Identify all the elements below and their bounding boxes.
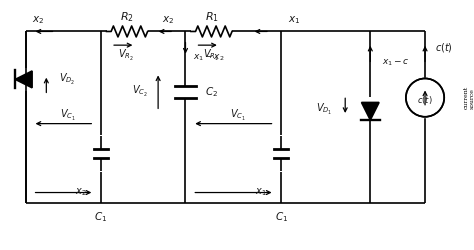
Text: $R_1$: $R_1$ — [204, 10, 219, 24]
Text: $C_1$: $C_1$ — [275, 210, 288, 224]
Text: $c(t)$: $c(t)$ — [435, 41, 453, 54]
Text: $c(t)$: $c(t)$ — [417, 94, 433, 106]
Text: $x_1 - x_2$: $x_1 - x_2$ — [193, 53, 225, 63]
Text: $x_2$: $x_2$ — [162, 14, 174, 26]
Text: current
source: current source — [464, 86, 474, 109]
Text: $R_2$: $R_2$ — [120, 10, 134, 24]
Text: $x_1$: $x_1$ — [288, 14, 301, 26]
Text: $V_{C_1}$: $V_{C_1}$ — [60, 108, 76, 124]
Polygon shape — [15, 71, 32, 88]
Text: $x_2$: $x_2$ — [32, 14, 45, 26]
Text: $x_2$: $x_2$ — [75, 187, 86, 198]
Text: $C_1$: $C_1$ — [94, 210, 108, 224]
Text: $C_2$: $C_2$ — [205, 85, 219, 99]
Text: $x_1 - c$: $x_1 - c$ — [382, 57, 409, 68]
Text: $V_{D_1}$: $V_{D_1}$ — [317, 102, 333, 116]
Text: $V_{R_2}$: $V_{R_2}$ — [118, 48, 134, 63]
Text: $V_{D_2}$: $V_{D_2}$ — [59, 72, 75, 87]
Text: $V_{R_1}$: $V_{R_1}$ — [202, 48, 219, 63]
Text: $x_1$: $x_1$ — [255, 187, 266, 198]
Polygon shape — [362, 102, 379, 120]
Text: $V_{C_1}$: $V_{C_1}$ — [230, 108, 246, 124]
Text: $V_{C_2}$: $V_{C_2}$ — [132, 84, 148, 100]
